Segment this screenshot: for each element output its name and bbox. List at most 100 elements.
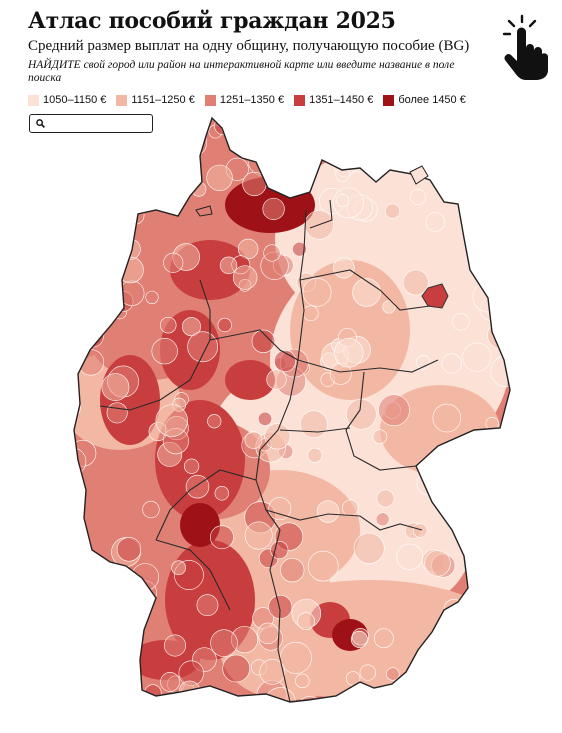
map-district[interactable] [128, 110, 159, 132]
map-district[interactable] [251, 147, 267, 163]
map-district[interactable] [375, 512, 390, 527]
map-district[interactable] [274, 349, 297, 372]
map-district[interactable] [93, 240, 110, 256]
map-district[interactable] [441, 353, 462, 374]
map-district[interactable] [96, 636, 112, 651]
map-district[interactable] [449, 471, 466, 488]
map-district[interactable] [187, 331, 219, 363]
map-district[interactable] [292, 241, 307, 257]
map-district[interactable] [81, 325, 104, 348]
map-district[interactable] [69, 309, 93, 334]
map-district[interactable] [479, 578, 511, 610]
map-district[interactable] [302, 277, 332, 307]
map-district[interactable] [462, 342, 492, 372]
map-district[interactable] [222, 654, 251, 683]
map-district[interactable] [131, 129, 164, 161]
map-district[interactable] [483, 470, 503, 491]
map-district[interactable] [163, 252, 184, 273]
map-district[interactable] [483, 150, 513, 180]
map-district[interactable] [280, 558, 305, 583]
map-district[interactable] [117, 256, 144, 284]
map-district[interactable] [372, 116, 388, 132]
map-district[interactable] [402, 269, 429, 296]
map-district[interactable] [145, 290, 159, 305]
map-district[interactable] [206, 164, 233, 192]
map-district[interactable] [333, 256, 355, 279]
map-district[interactable] [376, 489, 395, 508]
map-district[interactable] [115, 110, 143, 137]
map-district[interactable] [407, 118, 430, 141]
map-district[interactable] [382, 300, 396, 314]
map-district[interactable] [478, 110, 498, 126]
map-district[interactable] [307, 550, 339, 582]
map-district[interactable] [251, 329, 276, 354]
map-district[interactable] [299, 410, 328, 439]
map-district[interactable] [82, 316, 103, 336]
map-district[interactable] [297, 612, 315, 631]
map-district[interactable] [116, 537, 142, 562]
map-district[interactable] [429, 633, 459, 663]
map-district[interactable] [144, 684, 162, 702]
map-district[interactable] [307, 447, 323, 463]
map-district[interactable] [491, 214, 507, 230]
map-district[interactable] [493, 111, 509, 126]
map-district[interactable] [304, 119, 324, 139]
map-district[interactable] [270, 541, 289, 560]
map-district[interactable] [440, 447, 459, 466]
map-district[interactable] [159, 316, 177, 334]
map-region[interactable] [180, 503, 220, 547]
map-district[interactable] [126, 206, 145, 225]
map-district[interactable] [412, 523, 428, 538]
map-district[interactable] [106, 402, 128, 424]
map-district[interactable] [244, 431, 263, 449]
map-district[interactable] [151, 337, 178, 365]
map-district[interactable] [278, 137, 297, 156]
map-district[interactable] [247, 144, 280, 177]
map-district[interactable] [424, 550, 451, 577]
map-district[interactable] [83, 257, 107, 281]
search-input[interactable] [49, 116, 149, 131]
map-district[interactable] [217, 317, 232, 333]
map-district[interactable] [264, 423, 291, 450]
map-district[interactable] [134, 695, 156, 717]
map-district[interactable] [193, 708, 205, 720]
map-district[interactable] [359, 664, 376, 681]
map-district[interactable] [60, 447, 87, 476]
map-district[interactable] [108, 607, 137, 637]
map-district[interactable] [66, 288, 91, 314]
map-district[interactable] [352, 278, 381, 307]
map-district[interactable] [480, 561, 496, 576]
map-district[interactable] [257, 411, 273, 426]
map-district[interactable] [185, 474, 210, 499]
map-district[interactable] [77, 349, 105, 376]
map-district[interactable] [429, 677, 451, 698]
map-district[interactable] [384, 203, 401, 219]
map-district[interactable] [62, 305, 89, 333]
map-district[interactable] [342, 499, 359, 517]
map-district[interactable] [196, 594, 219, 617]
map-district[interactable] [316, 500, 340, 523]
map-district[interactable] [336, 193, 350, 208]
map-district[interactable] [263, 244, 281, 262]
map-district[interactable] [171, 560, 186, 576]
map-district[interactable] [378, 394, 410, 427]
map-district[interactable] [262, 197, 285, 221]
map-district[interactable] [490, 696, 509, 714]
map-district[interactable] [60, 689, 85, 714]
map-district[interactable] [237, 238, 259, 260]
map-district[interactable] [163, 634, 187, 657]
map-district[interactable] [456, 448, 471, 464]
map-district[interactable] [432, 403, 462, 433]
map-district[interactable] [373, 628, 394, 649]
map-region[interactable] [225, 360, 275, 400]
map-district[interactable] [386, 667, 400, 681]
map-district[interactable] [460, 472, 490, 501]
map-district[interactable] [487, 642, 505, 660]
map-district[interactable] [191, 181, 207, 197]
map-district[interactable] [345, 398, 377, 430]
map-district[interactable] [69, 254, 84, 270]
map-district[interactable] [490, 355, 520, 388]
map-district[interactable] [244, 521, 273, 550]
map-district[interactable] [210, 629, 238, 657]
map-district[interactable] [356, 110, 373, 126]
